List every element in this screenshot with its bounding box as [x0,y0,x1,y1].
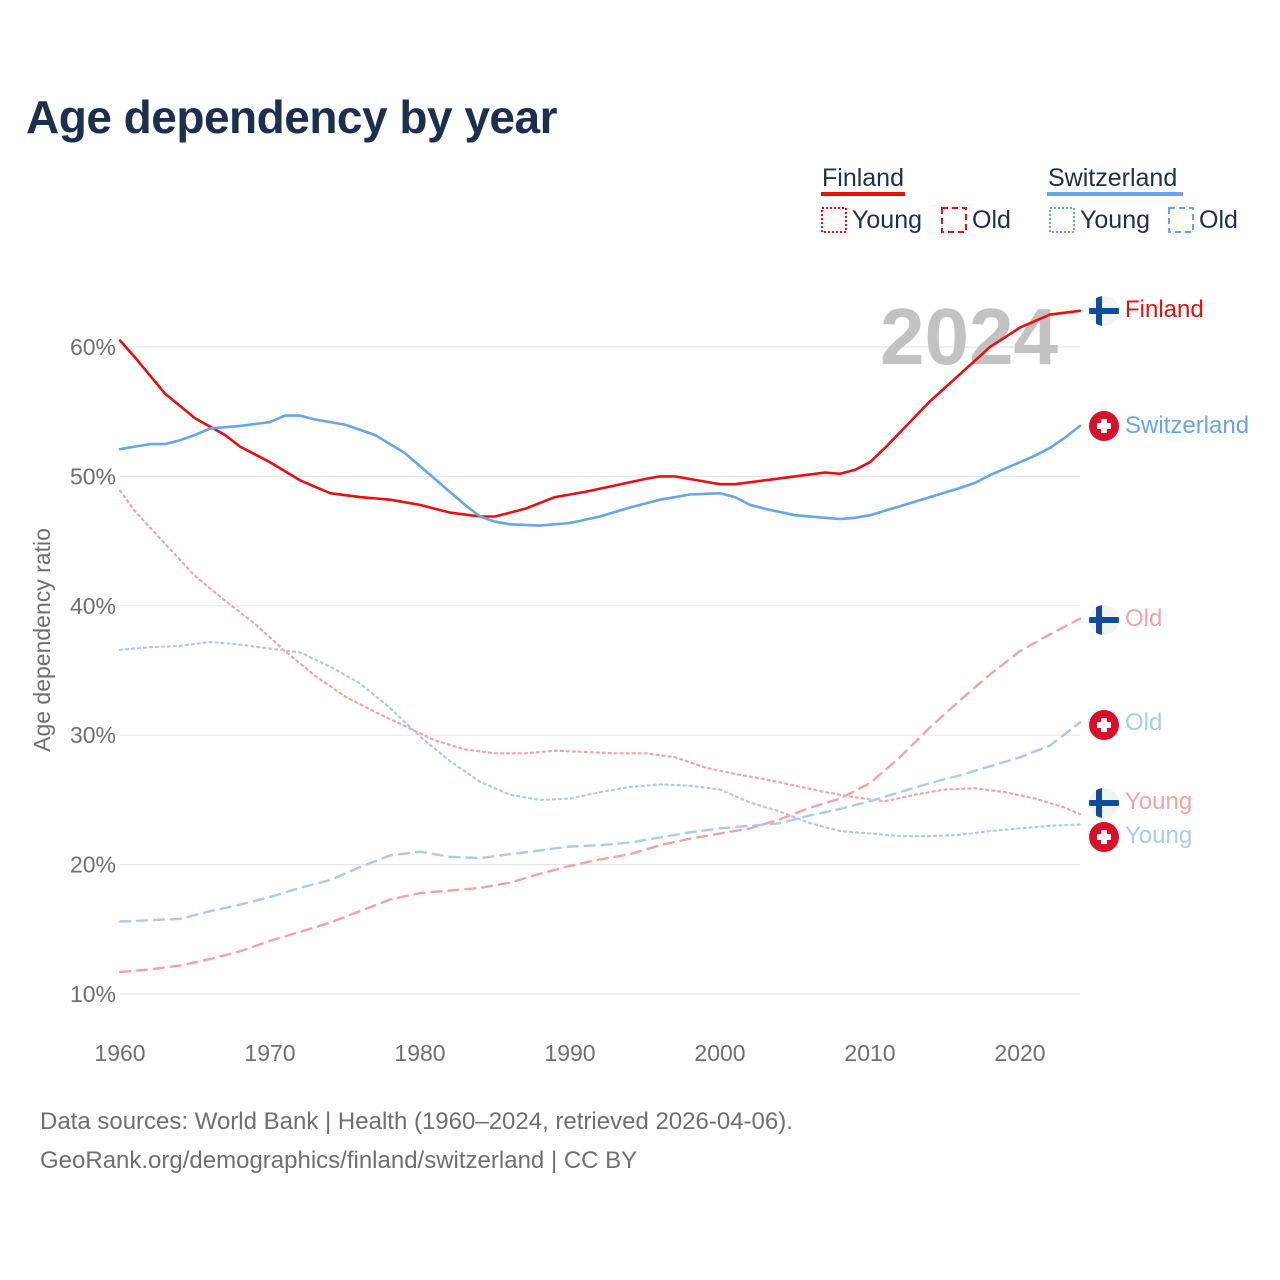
end-label-switzerland-old: Old [1125,709,1162,736]
source-line-2[interactable]: GeoRank.org/demographics/finland/switzer… [40,1147,638,1174]
legend-finland-young-swatch [821,207,847,233]
x-tick-label: 2000 [694,1040,745,1066]
series-line-switzerland-young[interactable] [118,640,1082,838]
switzerland-flag-icon [1089,411,1119,441]
x-tick-label: 2010 [844,1040,895,1066]
finland-flag-icon [1089,296,1119,326]
x-tick-label: 2020 [994,1040,1045,1066]
legend-switzerland-old[interactable]: Old [1199,206,1238,234]
legend-switzerland-title[interactable]: Switzerland [1048,164,1177,192]
legend-finland-old[interactable]: Old [972,206,1011,234]
series-line-switzerland-old[interactable] [118,721,1082,923]
series-line-finland[interactable] [118,309,1082,518]
end-label-switzerland-young: Young [1125,822,1192,849]
legend-switzerland-young[interactable]: Young [1080,206,1150,234]
switzerland-flag-icon [1089,710,1119,740]
x-tick-label: 1970 [244,1040,295,1066]
y-axis-label: Age dependency ratio [29,528,55,752]
gridlines [120,346,1080,995]
legend-switzerland-old-swatch [1168,207,1194,233]
y-tick-label: 60% [70,334,116,360]
source-line-1: Data sources: World Bank | Health (1960–… [40,1108,793,1135]
legend-finland-young[interactable]: Young [852,206,922,234]
y-tick-label: 10% [70,981,116,1007]
legend-finland-title[interactable]: Finland [822,164,904,192]
x-tick-label: 1980 [394,1040,445,1066]
chart-title: Age dependency by year [26,91,557,143]
y-tick-label: 40% [70,593,116,619]
switzerland-flag-icon [1089,822,1119,852]
x-axis-ticks: 1960 1970 1980 1990 2000 2010 2020 [94,1040,1045,1066]
y-tick-label: 30% [70,722,116,748]
legend-finland-old-swatch [941,207,967,233]
y-tick-label: 20% [70,852,116,878]
finland-flag-icon [1089,788,1119,818]
series-line-finland-young[interactable] [118,489,1082,816]
end-label-switzerland: Switzerland [1125,412,1249,439]
legend-switzerland-young-swatch [1049,207,1075,233]
series-line-finland-old[interactable] [118,617,1082,974]
finland-flag-icon [1089,605,1119,635]
end-label-finland-young: Young [1125,788,1192,815]
end-label-finland-old: Old [1125,605,1162,632]
legend: Finland Young Old Switzerland Young Old [821,164,1238,234]
series-line-switzerland[interactable] [118,414,1082,527]
end-label-finland: Finland [1125,296,1204,323]
x-tick-label: 1960 [94,1040,145,1066]
y-tick-label: 50% [70,463,116,489]
y-axis-ticks: 10% 20% 30% 40% 50% 60% [70,334,116,1007]
year-label: 2024 [880,292,1058,381]
x-tick-label: 1990 [544,1040,595,1066]
series-group [118,309,1082,974]
